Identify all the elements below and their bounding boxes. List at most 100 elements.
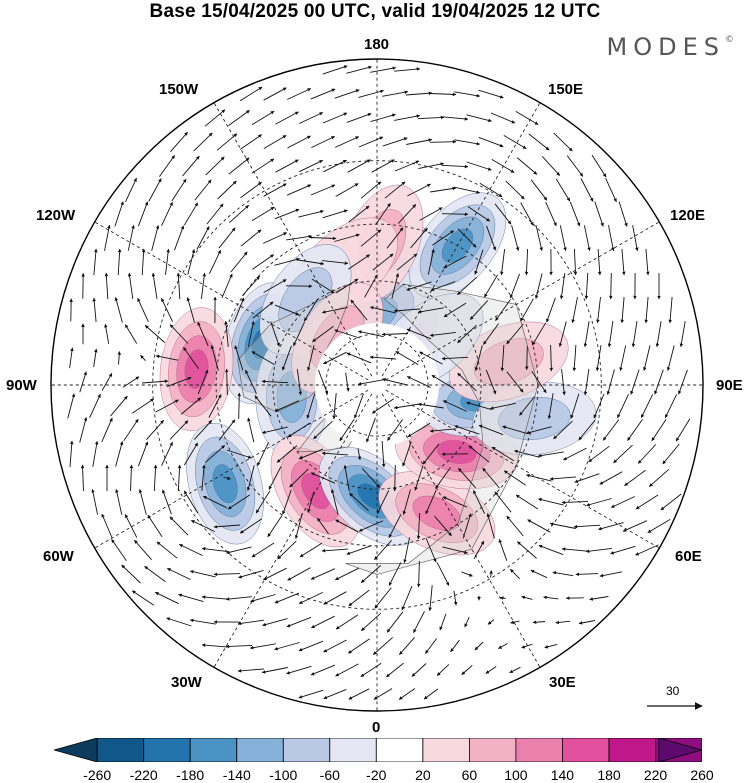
wind-vector (498, 643, 508, 649)
wind-vector (395, 351, 419, 365)
wind-vector (223, 476, 231, 480)
wind-vector (583, 369, 590, 396)
wind-vector (552, 571, 574, 577)
wind-vector (668, 296, 673, 324)
wind-vector (392, 464, 397, 492)
wind-vector (182, 155, 200, 177)
wind-vector (370, 113, 396, 123)
wind-vector (530, 569, 548, 579)
wind-vector (317, 369, 329, 395)
wind-vector (330, 489, 339, 515)
wind-vector (644, 296, 649, 324)
wind-vector (228, 110, 250, 126)
wind-vector (335, 663, 359, 677)
colorbar-tick-label: -100 (269, 767, 298, 783)
wind-vector (573, 248, 578, 276)
wind-vector (402, 441, 412, 467)
colorbar (54, 738, 702, 762)
wind-vector (561, 547, 588, 552)
positive-anomaly (378, 471, 496, 556)
wind-vector (621, 248, 626, 276)
wind-vector (239, 86, 263, 102)
wind-vector (393, 403, 420, 410)
wind-vector (298, 209, 324, 218)
wind-vector (429, 428, 456, 433)
wind-vector (555, 620, 571, 625)
wind-vector (570, 393, 580, 419)
wind-vector (651, 418, 667, 442)
wind-vector (190, 519, 215, 533)
wind-vector (134, 539, 152, 561)
wind-vector (624, 469, 646, 487)
wind-vector (521, 643, 533, 649)
wind-vector (178, 593, 204, 603)
wind-vector (114, 297, 123, 323)
wind-vector (360, 662, 382, 678)
meridian-line (385, 221, 660, 381)
wind-vector (491, 446, 515, 462)
wind-vector (561, 500, 589, 505)
wind-vector (583, 225, 591, 252)
wind-vector (366, 417, 376, 443)
wind-vector (174, 225, 185, 251)
wind-vector (606, 369, 615, 395)
wind-vector (666, 345, 675, 371)
wind-vector (335, 519, 359, 533)
wind-vector (348, 638, 370, 654)
wind-vector (121, 564, 141, 584)
wind-vector (358, 89, 384, 98)
wind-vector (263, 183, 287, 197)
colorbar-tick-label: -20 (366, 767, 387, 783)
wind-vector (310, 472, 336, 484)
wind-vector (156, 541, 178, 559)
wind-vector (373, 688, 393, 700)
wind-vector (346, 545, 372, 555)
wind-vector (205, 156, 225, 176)
wind-vector (406, 281, 432, 291)
wind-vector (218, 419, 236, 441)
latitude-circle (152, 160, 602, 610)
wind-vector (169, 324, 189, 344)
wind-vector (466, 401, 492, 411)
wind-vector (262, 618, 288, 627)
wind-vector (549, 476, 577, 481)
wind-vector (153, 464, 158, 492)
wind-vector (490, 112, 516, 124)
wind-vector (388, 562, 402, 586)
wind-vector (660, 493, 682, 511)
wind-vector (474, 641, 484, 651)
negative-anomaly (186, 423, 264, 545)
wind-vector (334, 89, 360, 99)
wind-vector (251, 206, 275, 222)
wind-vector (506, 371, 524, 393)
lon-label-0: 0 (372, 719, 381, 736)
wind-vector (494, 491, 512, 513)
map-disc-border (50, 58, 704, 712)
wind-vector (193, 132, 213, 152)
wind-vector (566, 155, 584, 177)
wind-vector (500, 344, 505, 372)
wind-vector (457, 228, 477, 248)
wind-vector (334, 329, 360, 339)
wind-vector (123, 418, 139, 442)
colorbar-tick-label: 260 (690, 767, 714, 783)
wind-vector (228, 157, 250, 175)
wind-vector (234, 345, 244, 371)
wind-vector (647, 519, 671, 533)
wind-vector (170, 131, 188, 153)
wind-vector (307, 491, 315, 513)
wind-vector (247, 320, 255, 347)
wind-vector (252, 301, 274, 319)
wind-vector (439, 613, 447, 631)
wind-vector (526, 426, 552, 435)
wind-vector (122, 376, 140, 388)
wind-vector (169, 420, 189, 440)
wind-vector (521, 595, 533, 600)
wind-vector (110, 395, 128, 417)
wind-vector (117, 351, 122, 365)
wind-vector (569, 201, 581, 227)
wind-vector (503, 135, 527, 149)
wind-vector (559, 225, 567, 252)
wind-vector (632, 225, 639, 252)
wind-vector (137, 201, 149, 227)
